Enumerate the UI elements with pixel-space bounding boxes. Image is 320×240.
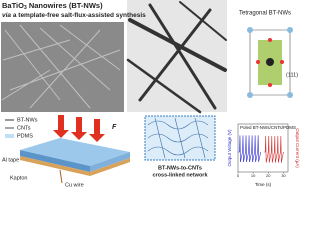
legend-label: PDMS [17, 133, 33, 139]
x-tick-label: 30 [281, 173, 286, 178]
chart-title: Poled BT-NWs/CNTs/PDMS [240, 125, 296, 130]
legend-label: CNTs [17, 125, 31, 131]
title: BaTiO3 Nanowires (BT-NWs) [2, 1, 103, 11]
force-label: F [112, 124, 117, 131]
x-tick-label: 0 [237, 173, 240, 178]
sem-texture [1, 24, 121, 109]
y-axis-label: Output Voltage (V) [227, 129, 232, 167]
x-tick-label: 10 [251, 173, 256, 178]
x-axis-label: Time (s) [255, 182, 272, 187]
plot-frame [237, 123, 289, 173]
graphical-abstract: Tetragonal BT-NWs (111) BaTiO3 Nanowires… [1, 0, 300, 188]
legend-label: BT-NWs [17, 117, 38, 123]
plane-label: (111) [286, 72, 298, 78]
sem-image [1, 22, 124, 112]
network-lines [147, 117, 209, 159]
device [20, 115, 130, 184]
tem-rods [126, 1, 227, 114]
subtitle: via a template-free salt-flux-assisted s… [2, 12, 146, 19]
device-label: Cu wire [65, 182, 84, 188]
device-legend [5, 119, 14, 138]
y2-axis-label: Output Current (μA) [295, 128, 300, 168]
network-caption: cross-linked network [152, 172, 208, 178]
crystal-title: Tetragonal BT-NWs [239, 11, 291, 17]
network-caption: BT-NWs-to-CNTs [158, 165, 202, 171]
signal-line [263, 135, 284, 163]
device-label: Al tape [2, 157, 19, 163]
signal-line [238, 135, 262, 163]
chart: 0 10 20 30 [237, 123, 289, 178]
x-tick-label: 20 [266, 173, 271, 178]
device-label: Kapton [10, 175, 27, 181]
crystal-structure [247, 27, 293, 98]
